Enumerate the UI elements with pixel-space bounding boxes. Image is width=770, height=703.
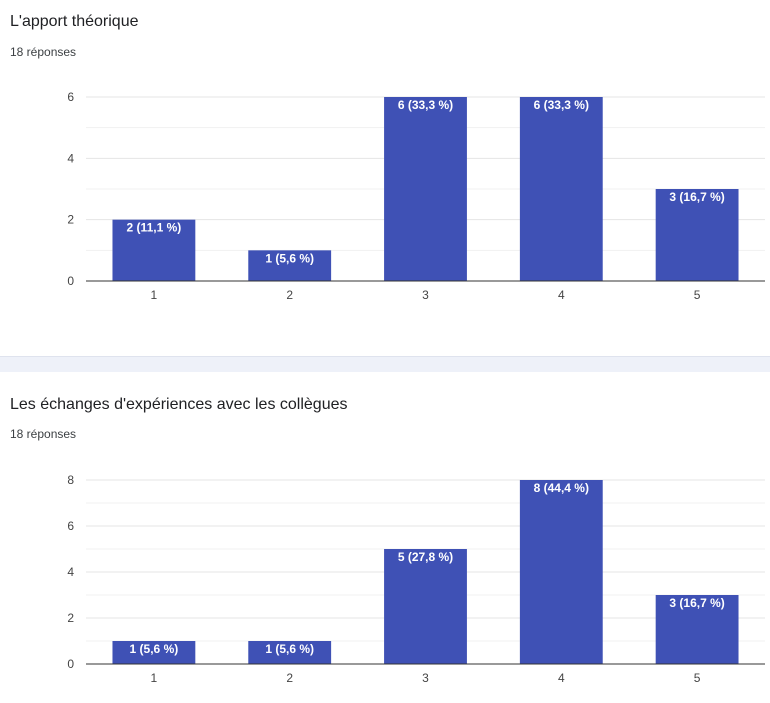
y-tick-label: 4	[67, 565, 74, 579]
bar-chart-echanges-experiences: 0 2 4 6 8 1 (5,6 %) 1 1 (5,6 %) 2 5 (27,8 %) 3 8 (4…	[67, 473, 765, 685]
y-tick-label: 0	[67, 274, 74, 288]
bar	[519, 97, 603, 281]
bar	[655, 189, 739, 281]
data-label: 5 (27,8 %)	[398, 550, 453, 564]
x-tick-label: 1	[151, 288, 158, 302]
bar	[519, 480, 603, 664]
response-count: 18 réponses	[10, 427, 77, 441]
y-tick-label: 6	[67, 519, 74, 533]
chart-title: Les échanges d'expériences avec les coll…	[10, 396, 348, 413]
data-label: 3 (16,7 %)	[669, 596, 724, 610]
x-tick-label: 2	[286, 671, 293, 685]
data-label: 1 (5,6 %)	[265, 251, 314, 265]
data-label: 8 (44,4 %)	[534, 481, 589, 495]
x-tick-label: 5	[694, 288, 701, 302]
y-tick-label: 4	[67, 151, 74, 165]
data-label: 6 (33,3 %)	[398, 98, 453, 112]
x-tick-label: 4	[558, 288, 565, 302]
data-label: 1 (5,6 %)	[130, 642, 179, 656]
response-count: 18 réponses	[10, 45, 77, 59]
bar	[112, 641, 196, 664]
x-tick-label: 3	[422, 288, 429, 302]
y-tick-label: 8	[67, 473, 74, 487]
bar	[112, 219, 196, 281]
y-tick-label: 0	[67, 657, 74, 671]
data-label: 3 (16,7 %)	[669, 190, 724, 204]
x-tick-label: 1	[151, 671, 158, 685]
x-tick-label: 2	[286, 288, 293, 302]
bar	[384, 549, 467, 664]
bar-chart-apport-theorique: 0 2 4 6 2 (11,1 %) 1 1 (5,6 %) 2 6 (33,3 %) 3 6 (3…	[67, 90, 765, 302]
bar	[655, 595, 739, 664]
y-tick-label: 6	[67, 90, 74, 104]
y-tick-label: 2	[67, 213, 74, 227]
x-tick-label: 3	[422, 671, 429, 685]
data-label: 6 (33,3 %)	[534, 98, 589, 112]
bar	[248, 641, 332, 664]
bar	[248, 250, 332, 281]
section-divider	[0, 356, 770, 372]
chart-title: L'apport théorique	[10, 13, 139, 30]
data-label: 2 (11,1 %)	[127, 221, 182, 235]
chart-card-apport-theorique: L'apport théorique 18 réponses 0 2 4 6 2 (11…	[10, 13, 765, 302]
bar	[384, 97, 467, 281]
y-tick-label: 2	[67, 611, 74, 625]
x-tick-label: 4	[558, 671, 565, 685]
data-label: 1 (5,6 %)	[265, 642, 314, 656]
x-tick-label: 5	[694, 671, 701, 685]
chart-card-echanges-experiences: Les échanges d'expériences avec les coll…	[0, 372, 770, 703]
